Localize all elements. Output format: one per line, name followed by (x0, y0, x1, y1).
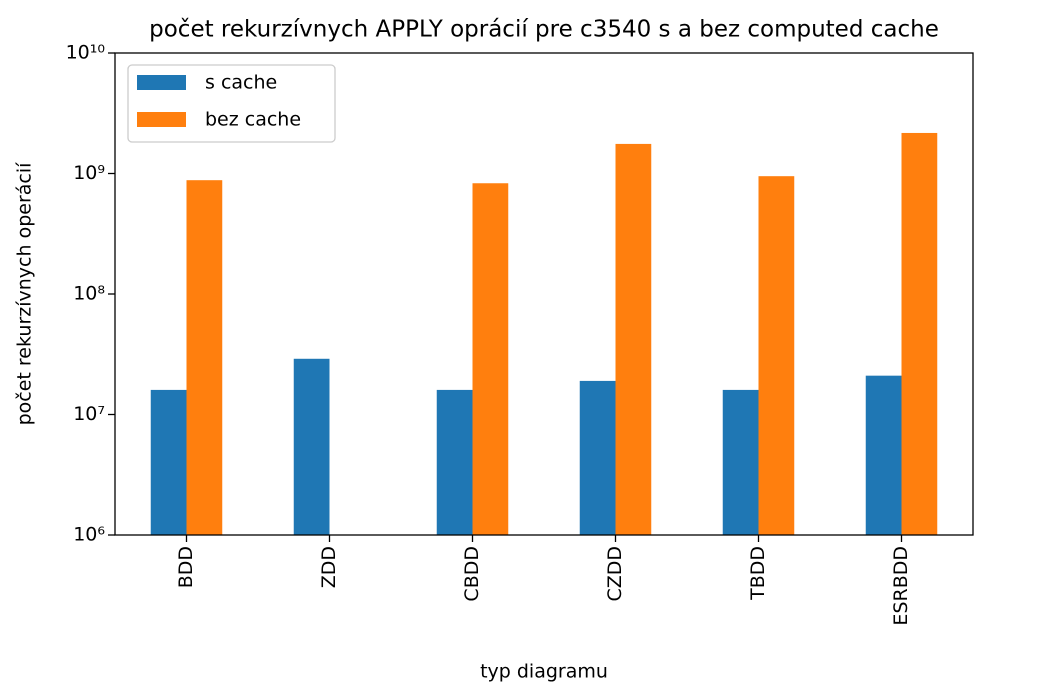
x-tick-label: TBDD (747, 546, 769, 601)
bar (722, 389, 759, 535)
bar (186, 180, 223, 536)
y-tick-label: 10¹⁰ (66, 42, 105, 64)
bar (865, 375, 902, 535)
bar (472, 183, 509, 535)
x-tick-label: ZDD (318, 546, 340, 588)
bar (901, 132, 938, 535)
bar (758, 176, 795, 535)
bar (615, 143, 652, 536)
y-tick-label: 10⁹ (73, 162, 105, 184)
x-tick-label: CZDD (604, 546, 626, 602)
y-tick-label: 10⁸ (73, 283, 105, 305)
x-tick-label: ESRBDD (890, 546, 912, 626)
bar (150, 389, 187, 535)
legend-label: bez cache (205, 109, 301, 131)
bar (579, 380, 616, 535)
y-axis-label: počet rekurzívnych operácií (14, 162, 36, 426)
x-tick-label: CBDD (461, 546, 483, 602)
legend-label: s cache (205, 72, 277, 94)
y-tick-label: 10⁷ (73, 403, 105, 425)
x-tick-label: BDD (175, 546, 197, 588)
plot-frame (114, 52, 974, 536)
bar (293, 358, 330, 535)
bar (436, 389, 473, 535)
chart-title: počet rekurzívnych APPLY oprácií pre c35… (149, 17, 939, 43)
x-axis-label: typ diagramu (480, 661, 608, 683)
y-tick-label: 10⁶ (73, 524, 105, 546)
legend-swatch (137, 75, 186, 90)
legend-swatch (137, 112, 186, 127)
